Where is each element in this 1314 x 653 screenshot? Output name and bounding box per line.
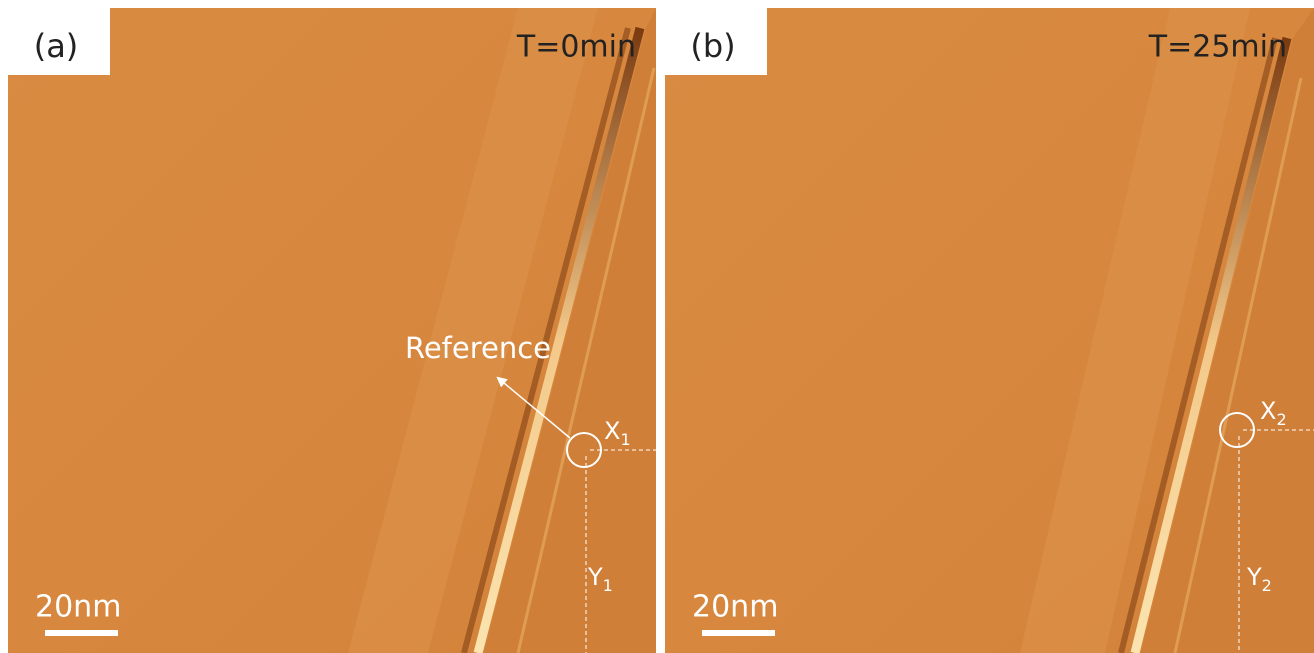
panel-label: (b) [690, 27, 735, 65]
scale-label: 20nm [35, 590, 121, 625]
x-subscript: 1 [620, 430, 630, 449]
x-letter: X [604, 417, 620, 445]
x-letter: X [1260, 397, 1276, 425]
y-subscript: 2 [1262, 576, 1272, 595]
panel-label: (a) [34, 27, 79, 65]
figure: (a)T=0minReferenceX1Y120nm(b)T=25minX2Y2… [0, 0, 1314, 653]
x-subscript: 2 [1276, 410, 1286, 429]
scale-bar [45, 630, 118, 636]
y-subscript: 1 [603, 576, 613, 595]
time-label: T=0min [516, 30, 636, 65]
scale-label: 20nm [692, 590, 778, 625]
scale-bar [702, 630, 775, 636]
reference-label: Reference [405, 331, 551, 365]
time-label: T=25min [1148, 30, 1287, 65]
y-letter: Y [587, 563, 603, 591]
y-letter: Y [1246, 563, 1262, 591]
